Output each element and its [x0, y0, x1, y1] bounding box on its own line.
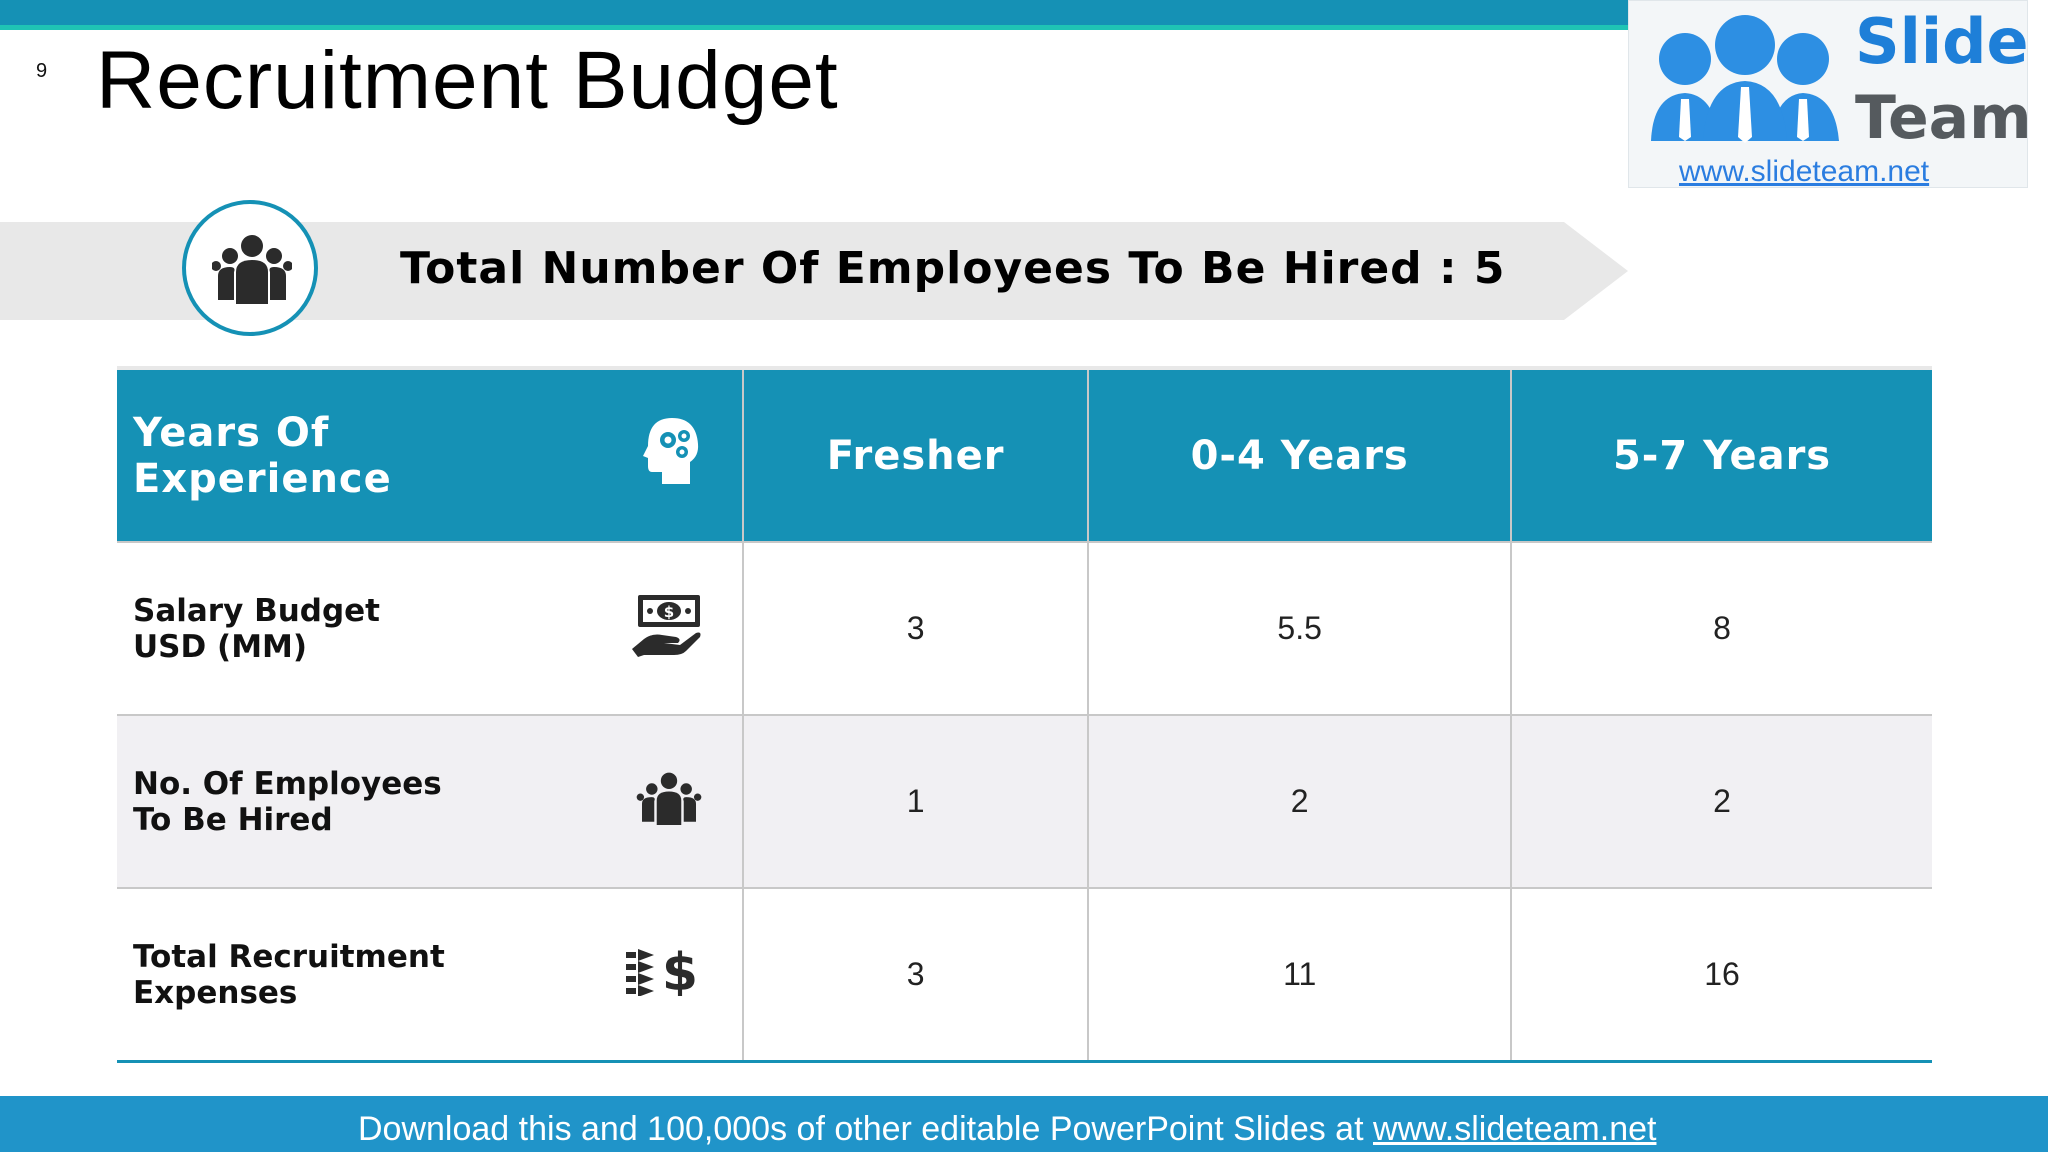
cell-salary-5-7-years: 8 — [1510, 541, 1932, 716]
people-group-icon — [636, 771, 702, 833]
header-col-fresher: Fresher — [741, 366, 1090, 543]
logo-word-slide: Slide — [1855, 5, 2029, 78]
people-group-icon — [212, 235, 292, 304]
row-label-cell: Salary Budget USD (MM) $ — [117, 541, 744, 716]
svg-text:$: $ — [662, 946, 698, 996]
banner-icon-circle — [182, 200, 318, 336]
banner-title: Total Number Of Employees To Be Hired : … — [400, 243, 1506, 294]
cell-salary-fresher: 3 — [741, 541, 1090, 716]
footer-bar — [0, 1096, 2048, 1152]
cell-expenses-fresher: 3 — [741, 887, 1090, 1063]
head-gears-icon — [642, 416, 702, 496]
logo-url-link[interactable]: www.slideteam.net — [1679, 155, 1930, 188]
header-col-0-4-years: 0-4 Years — [1087, 366, 1513, 543]
table-row-total-expenses: Total Recruitment Expenses $ — [117, 887, 1932, 1063]
expenses-dollar-icon: $ — [626, 943, 702, 1004]
top-accent-bar — [0, 0, 1630, 30]
slideteam-logo[interactable]: Slide Team www.slideteam.net — [1628, 0, 2032, 188]
cell-expenses-5-7-years: 16 — [1510, 887, 1932, 1063]
row-label-total-expenses: Total Recruitment Expenses — [133, 938, 445, 1011]
header-label-cell: Years Of Experience — [117, 366, 744, 543]
row-label-cell: Total Recruitment Expenses $ — [117, 887, 744, 1063]
slide-title: Recruitment Budget — [96, 35, 839, 126]
slide-number: 9 — [36, 60, 48, 82]
cell-employees-5-7-years: 2 — [1510, 714, 1932, 889]
header-col-5-7-years: 5-7 Years — [1510, 366, 1932, 543]
table-row-employees-hired: No. Of Employees To Be Hired — [117, 714, 1932, 889]
logo-word-team: Team — [1855, 83, 2032, 153]
cell-expenses-0-4-years: 11 — [1087, 887, 1513, 1063]
row-label-salary-budget: Salary Budget USD (MM) — [133, 592, 381, 665]
row-label-employees-hired: No. Of Employees To Be Hired — [133, 765, 442, 838]
cell-employees-fresher: 1 — [741, 714, 1090, 889]
total-hires-banner — [0, 222, 1628, 320]
cell-employees-0-4-years: 2 — [1087, 714, 1513, 889]
row-label-cell: No. Of Employees To Be Hired — [117, 714, 744, 889]
footer-text: Download this and 100,000s of other edit… — [358, 1110, 1657, 1148]
recruitment-budget-table: Years Of Experience Fresher 0- — [117, 366, 1932, 1063]
cell-salary-0-4-years: 5.5 — [1087, 541, 1513, 716]
team-people-logo-icon — [1651, 15, 1839, 143]
table-row-salary-budget: Salary Budget USD (MM) $ 3 5.5 — [117, 541, 1932, 716]
svg-text:$: $ — [664, 603, 674, 621]
cash-hand-icon: $ — [630, 593, 702, 665]
table-header-row: Years Of Experience Fresher 0- — [117, 366, 1932, 543]
footer-link[interactable]: www.slideteam.net — [1373, 1110, 1657, 1148]
header-row-label: Years Of Experience — [133, 409, 392, 502]
